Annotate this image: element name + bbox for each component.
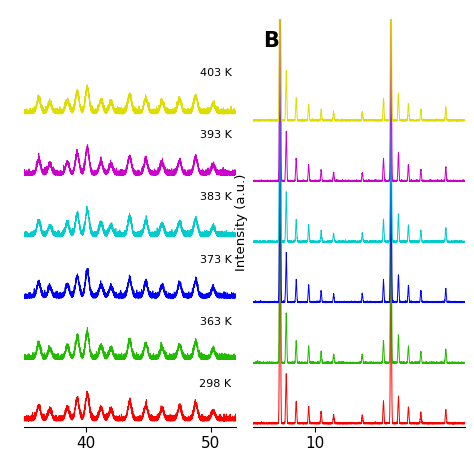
Text: 298 K: 298 K [199,379,231,389]
Text: 403 K: 403 K [200,68,231,78]
Text: 393 K: 393 K [200,130,231,140]
Y-axis label: Intensity (a.u.): Intensity (a.u.) [236,174,248,272]
Text: 373 K: 373 K [200,255,231,264]
Text: 363 K: 363 K [200,317,231,327]
Text: 383 K: 383 K [200,192,231,202]
Text: B: B [263,31,279,51]
